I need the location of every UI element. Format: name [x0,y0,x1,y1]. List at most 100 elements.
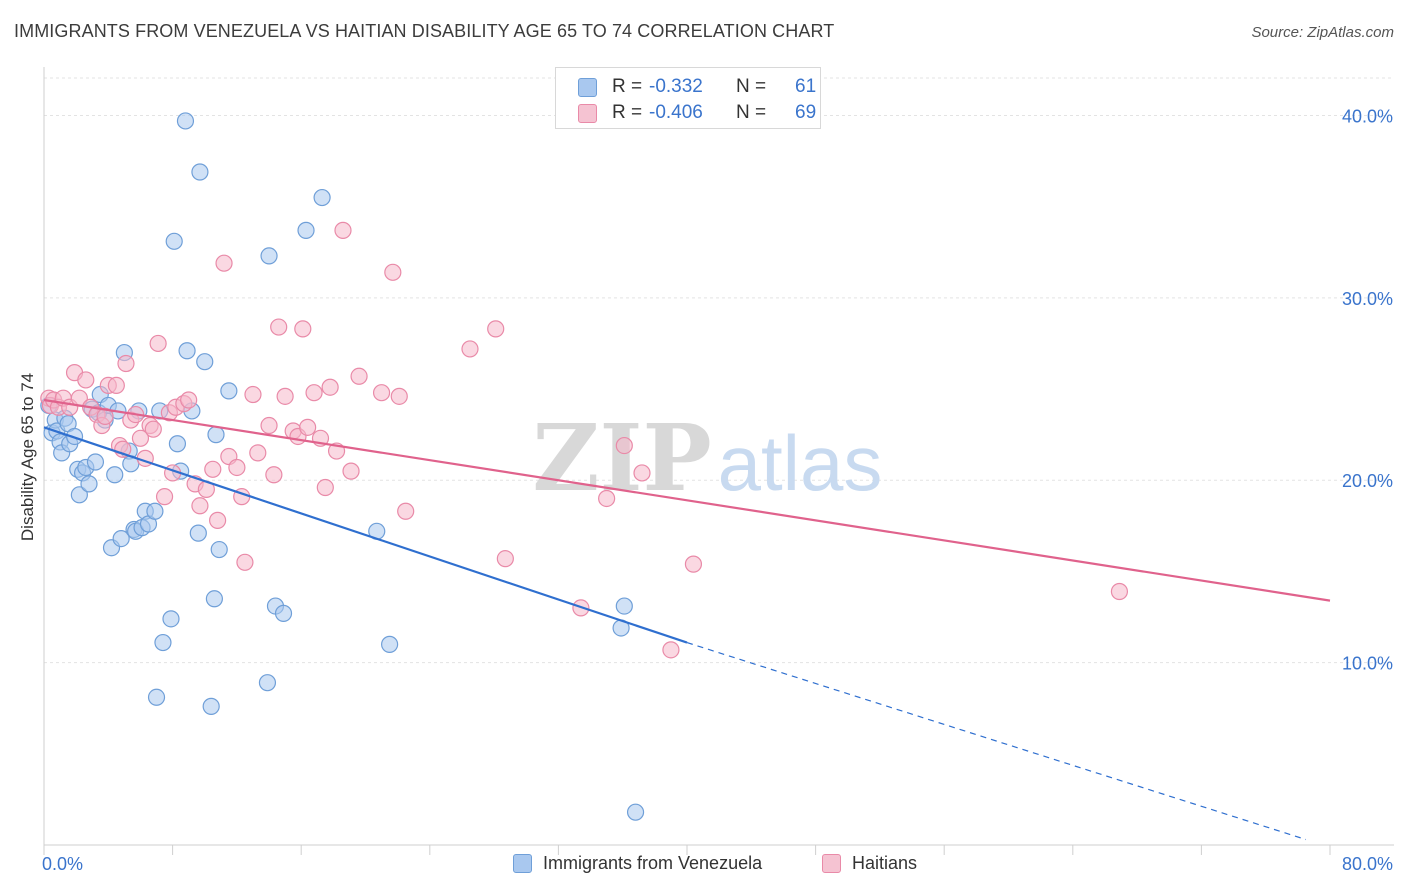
trend-lines [43,398,1331,841]
haitians-point [249,444,267,462]
series-haitians-points [40,221,1129,659]
chart-title: IMMIGRANTS FROM VENEZUELA VS HAITIAN DIS… [14,21,835,41]
r-label: R = [612,76,643,97]
n-label: N = [736,76,767,97]
haitians-trend-line [43,398,1331,602]
r-label: R = [612,102,643,123]
venezuela-point [176,112,195,130]
haitians-point [228,458,246,477]
haitians-point [204,460,222,478]
haitians-point [598,489,616,508]
haitians-point [131,429,150,447]
axes [43,67,1394,855]
y-tick-label: 20.0% [1342,471,1393,491]
x-tick-label: 0.0% [42,854,83,874]
haitians-point [316,478,334,497]
venezuela-point [154,633,172,652]
venezuela-point [274,604,293,622]
legend-label: Immigrants from Venezuela [543,853,763,873]
venezuela-point [70,486,88,504]
haitians-point [236,553,254,571]
venezuela-point [207,426,225,444]
x-tick-label: 80.0% [1342,854,1393,874]
watermark-zip: ZIP [532,404,711,512]
legend-swatch-blue [513,854,532,873]
haitians-point [215,254,233,272]
venezuela-point [147,688,166,706]
tick-labels: 10.0% 20.0% 30.0% 40.0% 0.0% 80.0% [42,106,1393,874]
haitians-point [244,385,262,404]
r-value: -0.406 [649,102,703,123]
venezuela-point [202,697,220,715]
haitians-point [265,466,283,484]
haitians-point [334,221,352,239]
venezuela-point [165,232,183,250]
legend-swatch-pink [822,854,841,873]
venezuela-point [260,247,278,265]
haitians-point [321,378,339,396]
watermark-atlas: atlas [718,419,883,507]
venezuela-point [80,475,98,493]
haitians-point [180,391,198,409]
haitians-point [144,420,162,438]
haitians-point [615,436,633,455]
haitians-point [684,555,703,573]
haitians-point [107,376,125,394]
haitians-point [372,384,391,402]
venezuela-trend-line [43,426,688,644]
venezuela-point [220,382,238,400]
venezuela-point [313,188,331,207]
grid-lines [44,77,1394,664]
haitians-point [117,354,135,373]
venezuela-point [86,453,105,471]
n-label: N = [736,102,767,123]
haitians-point [390,387,408,405]
haitians-point [384,263,402,281]
r-value: -0.332 [649,76,703,97]
venezuela-point [189,524,207,542]
venezuela-point [210,540,228,559]
swatch-pink [578,104,597,123]
watermark: ZIP atlas [532,404,882,512]
venezuela-point [178,342,196,360]
n-value: 61 [795,76,817,97]
legend-label: Haitians [852,853,918,873]
venezuela-point [112,529,130,548]
haitians-point [149,334,167,353]
y-tick-label: 30.0% [1342,289,1393,309]
venezuela-point [196,353,214,371]
haitians-point [155,488,174,506]
stats-legend: R = -0.332 N = 61 R = -0.406 N = 69 [555,67,821,129]
venezuela-point [205,590,223,608]
venezuela-point [106,466,124,484]
venezuela-point [297,221,315,239]
haitians-point [294,320,312,338]
venezuela-trend-extension [686,641,1307,841]
haitians-point [487,320,505,338]
venezuela-point [168,435,187,453]
haitians-point [461,340,479,358]
venezuela-point [381,635,399,653]
venezuela-point [146,502,164,520]
haitians-point [209,511,227,529]
haitians-point [305,384,323,402]
haitians-point [299,418,317,436]
haitians-point [496,550,514,568]
haitians-point [397,502,415,520]
y-tick-label: 10.0% [1342,654,1393,674]
venezuela-point [162,610,180,628]
haitians-point [1110,582,1129,601]
haitians-point [191,497,209,515]
haitians-point [77,371,95,389]
venezuela-point [626,803,645,821]
venezuela-point [258,674,277,692]
haitians-point [633,464,651,482]
haitians-point [662,641,680,659]
haitians-point [96,407,114,426]
haitians-point [276,387,294,405]
swatch-blue [578,78,597,97]
venezuela-point [191,163,209,181]
haitians-point [270,318,288,336]
venezuela-point [615,597,633,615]
